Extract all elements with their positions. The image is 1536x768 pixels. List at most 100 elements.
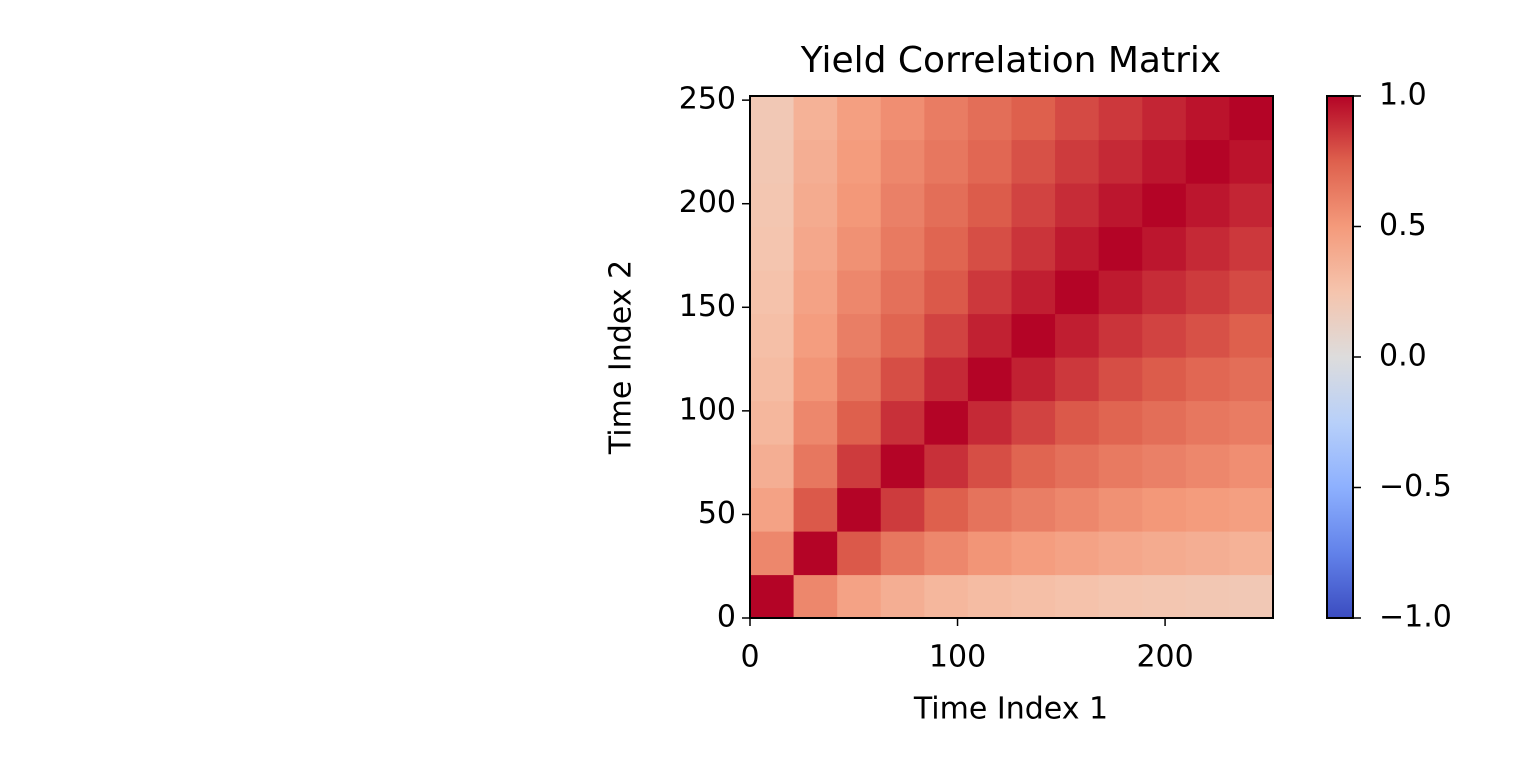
heatmap-cell bbox=[1011, 139, 1056, 184]
heatmap-cell bbox=[880, 574, 925, 619]
y-tick-label: 50 bbox=[698, 496, 736, 531]
heatmap-cell bbox=[750, 357, 795, 402]
y-tick-label: 150 bbox=[679, 289, 736, 324]
heatmap-cell bbox=[1011, 400, 1056, 445]
heatmap-cell bbox=[880, 96, 925, 141]
heatmap-cell bbox=[750, 400, 795, 445]
heatmap-cell bbox=[1229, 139, 1274, 184]
x-tick-label: 100 bbox=[929, 640, 986, 675]
heatmap-cell bbox=[880, 313, 925, 358]
heatmap-cell bbox=[1185, 226, 1231, 271]
heatmap-cell bbox=[1229, 400, 1274, 445]
heatmap-cell bbox=[793, 139, 838, 184]
heatmap-cell bbox=[967, 313, 1013, 358]
heatmap-cell bbox=[793, 531, 838, 576]
heatmap-cell bbox=[1185, 139, 1231, 184]
heatmap-cell bbox=[880, 270, 925, 315]
heatmap-cell bbox=[1229, 226, 1274, 271]
heatmap-cell bbox=[967, 270, 1013, 315]
heatmap-cell bbox=[1098, 139, 1143, 184]
heatmap-cell bbox=[880, 357, 925, 402]
y-axis-label: Time Index 2 bbox=[604, 260, 639, 455]
colorbar-tick-label: −1.0 bbox=[1379, 600, 1452, 635]
heatmap-cell bbox=[793, 487, 838, 532]
y-tick-label: 200 bbox=[679, 185, 736, 220]
heatmap-cell bbox=[967, 357, 1013, 402]
y-tick-label: 100 bbox=[679, 392, 736, 427]
heatmap-cell bbox=[1055, 183, 1100, 228]
heatmap-cell bbox=[837, 574, 882, 619]
heatmap-cell bbox=[880, 183, 925, 228]
heatmap-cell bbox=[880, 531, 925, 576]
y-tick-label: 0 bbox=[717, 600, 736, 635]
plot-frame bbox=[749, 95, 1274, 619]
heatmap-cell bbox=[1229, 270, 1274, 315]
heatmap-cell bbox=[1011, 357, 1056, 402]
heatmap-cell bbox=[750, 487, 795, 532]
heatmap-cell bbox=[1098, 531, 1143, 576]
heatmap-cell bbox=[967, 226, 1013, 271]
heatmap-cell bbox=[880, 226, 925, 271]
heatmap-cell bbox=[924, 487, 969, 532]
heatmap-cell bbox=[1142, 313, 1187, 358]
heatmap-cell bbox=[1229, 313, 1274, 358]
heatmap-cell bbox=[750, 96, 795, 141]
heatmap-cell bbox=[924, 313, 969, 358]
heatmap-cell bbox=[1142, 139, 1187, 184]
heatmap-cell bbox=[750, 313, 795, 358]
heatmap-cell bbox=[1055, 487, 1100, 532]
heatmap-cell bbox=[793, 444, 838, 489]
x-axis-label: Time Index 1 bbox=[913, 692, 1108, 727]
heatmap-cell bbox=[1098, 444, 1143, 489]
heatmap-cell bbox=[924, 183, 969, 228]
heatmap-cell bbox=[1055, 226, 1100, 271]
colorbar-tick-label: 0.0 bbox=[1379, 339, 1427, 374]
heatmap-cell bbox=[1185, 357, 1231, 402]
heatmap-cell bbox=[837, 400, 882, 445]
heatmap-cell bbox=[837, 139, 882, 184]
heatmap-cell bbox=[1142, 574, 1187, 619]
heatmap-cell bbox=[1142, 444, 1187, 489]
heatmap-cell bbox=[1229, 357, 1274, 402]
heatmap-cell bbox=[1011, 270, 1056, 315]
heatmap-cell bbox=[1098, 357, 1143, 402]
heatmap-cell bbox=[1055, 444, 1100, 489]
heatmap-cell bbox=[1055, 531, 1100, 576]
heatmap-cell bbox=[837, 531, 882, 576]
heatmap-cell bbox=[1185, 487, 1231, 532]
heatmap-cell bbox=[1185, 183, 1231, 228]
heatmap-cell bbox=[1185, 270, 1231, 315]
heatmap-cell bbox=[1229, 96, 1274, 141]
heatmap-cell bbox=[750, 531, 795, 576]
heatmap-cell bbox=[793, 226, 838, 271]
heatmap-cell bbox=[1229, 183, 1274, 228]
heatmap-cell bbox=[750, 226, 795, 271]
heatmap-cell bbox=[1098, 487, 1143, 532]
heatmap-cell bbox=[1185, 574, 1231, 619]
colorbar-tick-label: −0.5 bbox=[1379, 469, 1452, 504]
heatmap-cell bbox=[1055, 400, 1100, 445]
heatmap-cell bbox=[1098, 270, 1143, 315]
heatmap-cell bbox=[1142, 531, 1187, 576]
heatmap-cell bbox=[793, 313, 838, 358]
heatmap-cell bbox=[1055, 96, 1100, 141]
heatmap-cell bbox=[1011, 96, 1056, 141]
heatmap-cell bbox=[880, 444, 925, 489]
heatmap-cell bbox=[1055, 357, 1100, 402]
heatmap-cell bbox=[924, 270, 969, 315]
heatmap-cell bbox=[1229, 444, 1274, 489]
heatmap-cell bbox=[1185, 531, 1231, 576]
heatmap-cell bbox=[837, 487, 882, 532]
heatmap-cell bbox=[750, 183, 795, 228]
heatmap-cell bbox=[1185, 313, 1231, 358]
heatmap-cell bbox=[837, 313, 882, 358]
heatmap-cell bbox=[793, 574, 838, 619]
heatmap-cell bbox=[1142, 183, 1187, 228]
heatmap-cell bbox=[967, 183, 1013, 228]
heatmap-cell bbox=[1185, 96, 1231, 141]
heatmap-cell bbox=[924, 226, 969, 271]
heatmap-cell bbox=[880, 139, 925, 184]
heatmap-cell bbox=[924, 400, 969, 445]
heatmap-cell bbox=[967, 531, 1013, 576]
y-tick-label: 250 bbox=[679, 82, 736, 117]
